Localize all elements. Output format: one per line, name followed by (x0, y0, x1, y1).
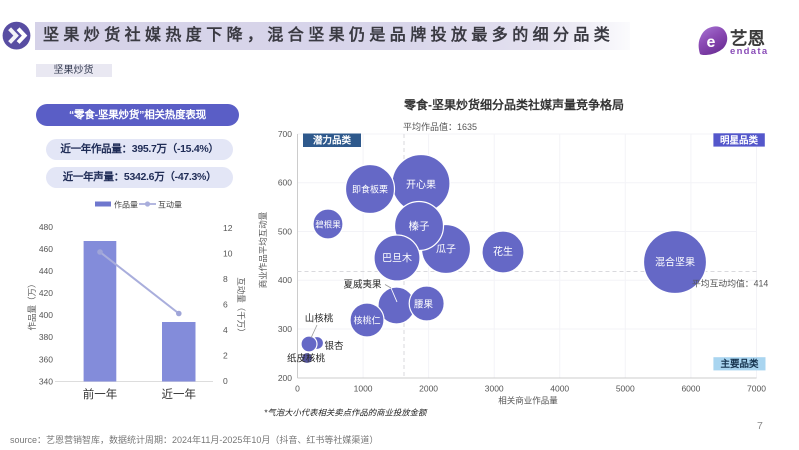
svg-text:零食-坚果炒货细分品类社媒声量竞争格局: 零食-坚果炒货细分品类社媒声量竞争格局 (403, 97, 624, 112)
svg-text:互动量: 互动量 (158, 200, 182, 210)
svg-text:*气泡大小代表相关卖点作品的商业投放金额: *气泡大小代表相关卖点作品的商业投放金额 (264, 408, 428, 418)
svg-text:作品量: 作品量 (114, 200, 138, 210)
svg-text:400: 400 (39, 310, 53, 320)
svg-text:600: 600 (278, 178, 292, 188)
svg-text:380: 380 (39, 332, 53, 342)
svg-text:山核桃: 山核桃 (305, 313, 334, 325)
svg-text:8: 8 (223, 274, 228, 284)
svg-text:340: 340 (39, 376, 53, 386)
svg-text:4: 4 (223, 325, 228, 335)
svg-text:纸皮核桃: 纸皮核桃 (287, 353, 326, 365)
svg-text:平均互动均值：414: 平均互动均值：414 (692, 278, 768, 289)
svg-text:200: 200 (278, 373, 292, 383)
svg-text:榛子: 榛子 (409, 220, 430, 233)
svg-text:夏威夷果: 夏威夷果 (343, 279, 382, 291)
svg-text:2: 2 (223, 350, 228, 360)
svg-text:0: 0 (295, 384, 300, 394)
svg-text:巴旦木: 巴旦木 (382, 253, 412, 265)
svg-text:700: 700 (278, 129, 292, 139)
svg-text:10: 10 (223, 249, 233, 259)
svg-text:互动量（千万）: 互动量（千万） (236, 277, 246, 337)
svg-text:7000: 7000 (747, 384, 766, 394)
svg-text:前一年: 前一年 (83, 387, 118, 401)
svg-text:6000: 6000 (681, 384, 700, 394)
svg-text:endata: endata (730, 46, 768, 56)
svg-text:5000: 5000 (616, 384, 635, 394)
svg-text:开心果: 开心果 (406, 179, 436, 191)
svg-text:0: 0 (223, 376, 228, 386)
svg-text:4000: 4000 (550, 384, 569, 394)
svg-text:艺恩: 艺恩 (730, 29, 765, 49)
svg-text:腰果: 腰果 (414, 300, 434, 311)
svg-text:360: 360 (39, 354, 53, 364)
svg-text:500: 500 (278, 227, 292, 237)
svg-text:作品量（万）: 作品量（万） (27, 279, 37, 330)
svg-text:碧根果: 碧根果 (315, 220, 341, 230)
svg-text:银杏: 银杏 (324, 340, 344, 352)
svg-text:400: 400 (278, 275, 292, 285)
svg-text:1000: 1000 (354, 384, 373, 394)
svg-text:相关商业作品量: 相关商业作品量 (498, 396, 558, 406)
svg-text:潜力品类: 潜力品类 (313, 135, 352, 147)
svg-text:420: 420 (39, 288, 53, 298)
svg-text:明星品类: 明星品类 (720, 134, 759, 146)
svg-text:e: e (707, 34, 716, 51)
svg-text:6: 6 (223, 300, 228, 310)
svg-text:440: 440 (39, 266, 53, 276)
svg-text:3000: 3000 (485, 384, 504, 394)
svg-text:混合坚果: 混合坚果 (655, 256, 695, 269)
svg-text:核桃仁: 核桃仁 (353, 315, 380, 326)
svg-text:平均作品值：1635: 平均作品值：1635 (403, 121, 477, 132)
svg-text:商业作品平均互动量: 商业作品平均互动量 (258, 211, 268, 288)
svg-text:近一年: 近一年 (162, 387, 197, 401)
svg-text:12: 12 (223, 223, 233, 233)
svg-text:2000: 2000 (419, 384, 438, 394)
svg-text:300: 300 (278, 324, 292, 334)
svg-text:即食板栗: 即食板栗 (352, 184, 388, 195)
svg-text:花生: 花生 (493, 245, 513, 258)
svg-text:主要品类: 主要品类 (720, 358, 759, 370)
svg-text:460: 460 (39, 244, 53, 254)
svg-text:瓜子: 瓜子 (436, 244, 456, 256)
svg-text:480: 480 (39, 222, 53, 232)
